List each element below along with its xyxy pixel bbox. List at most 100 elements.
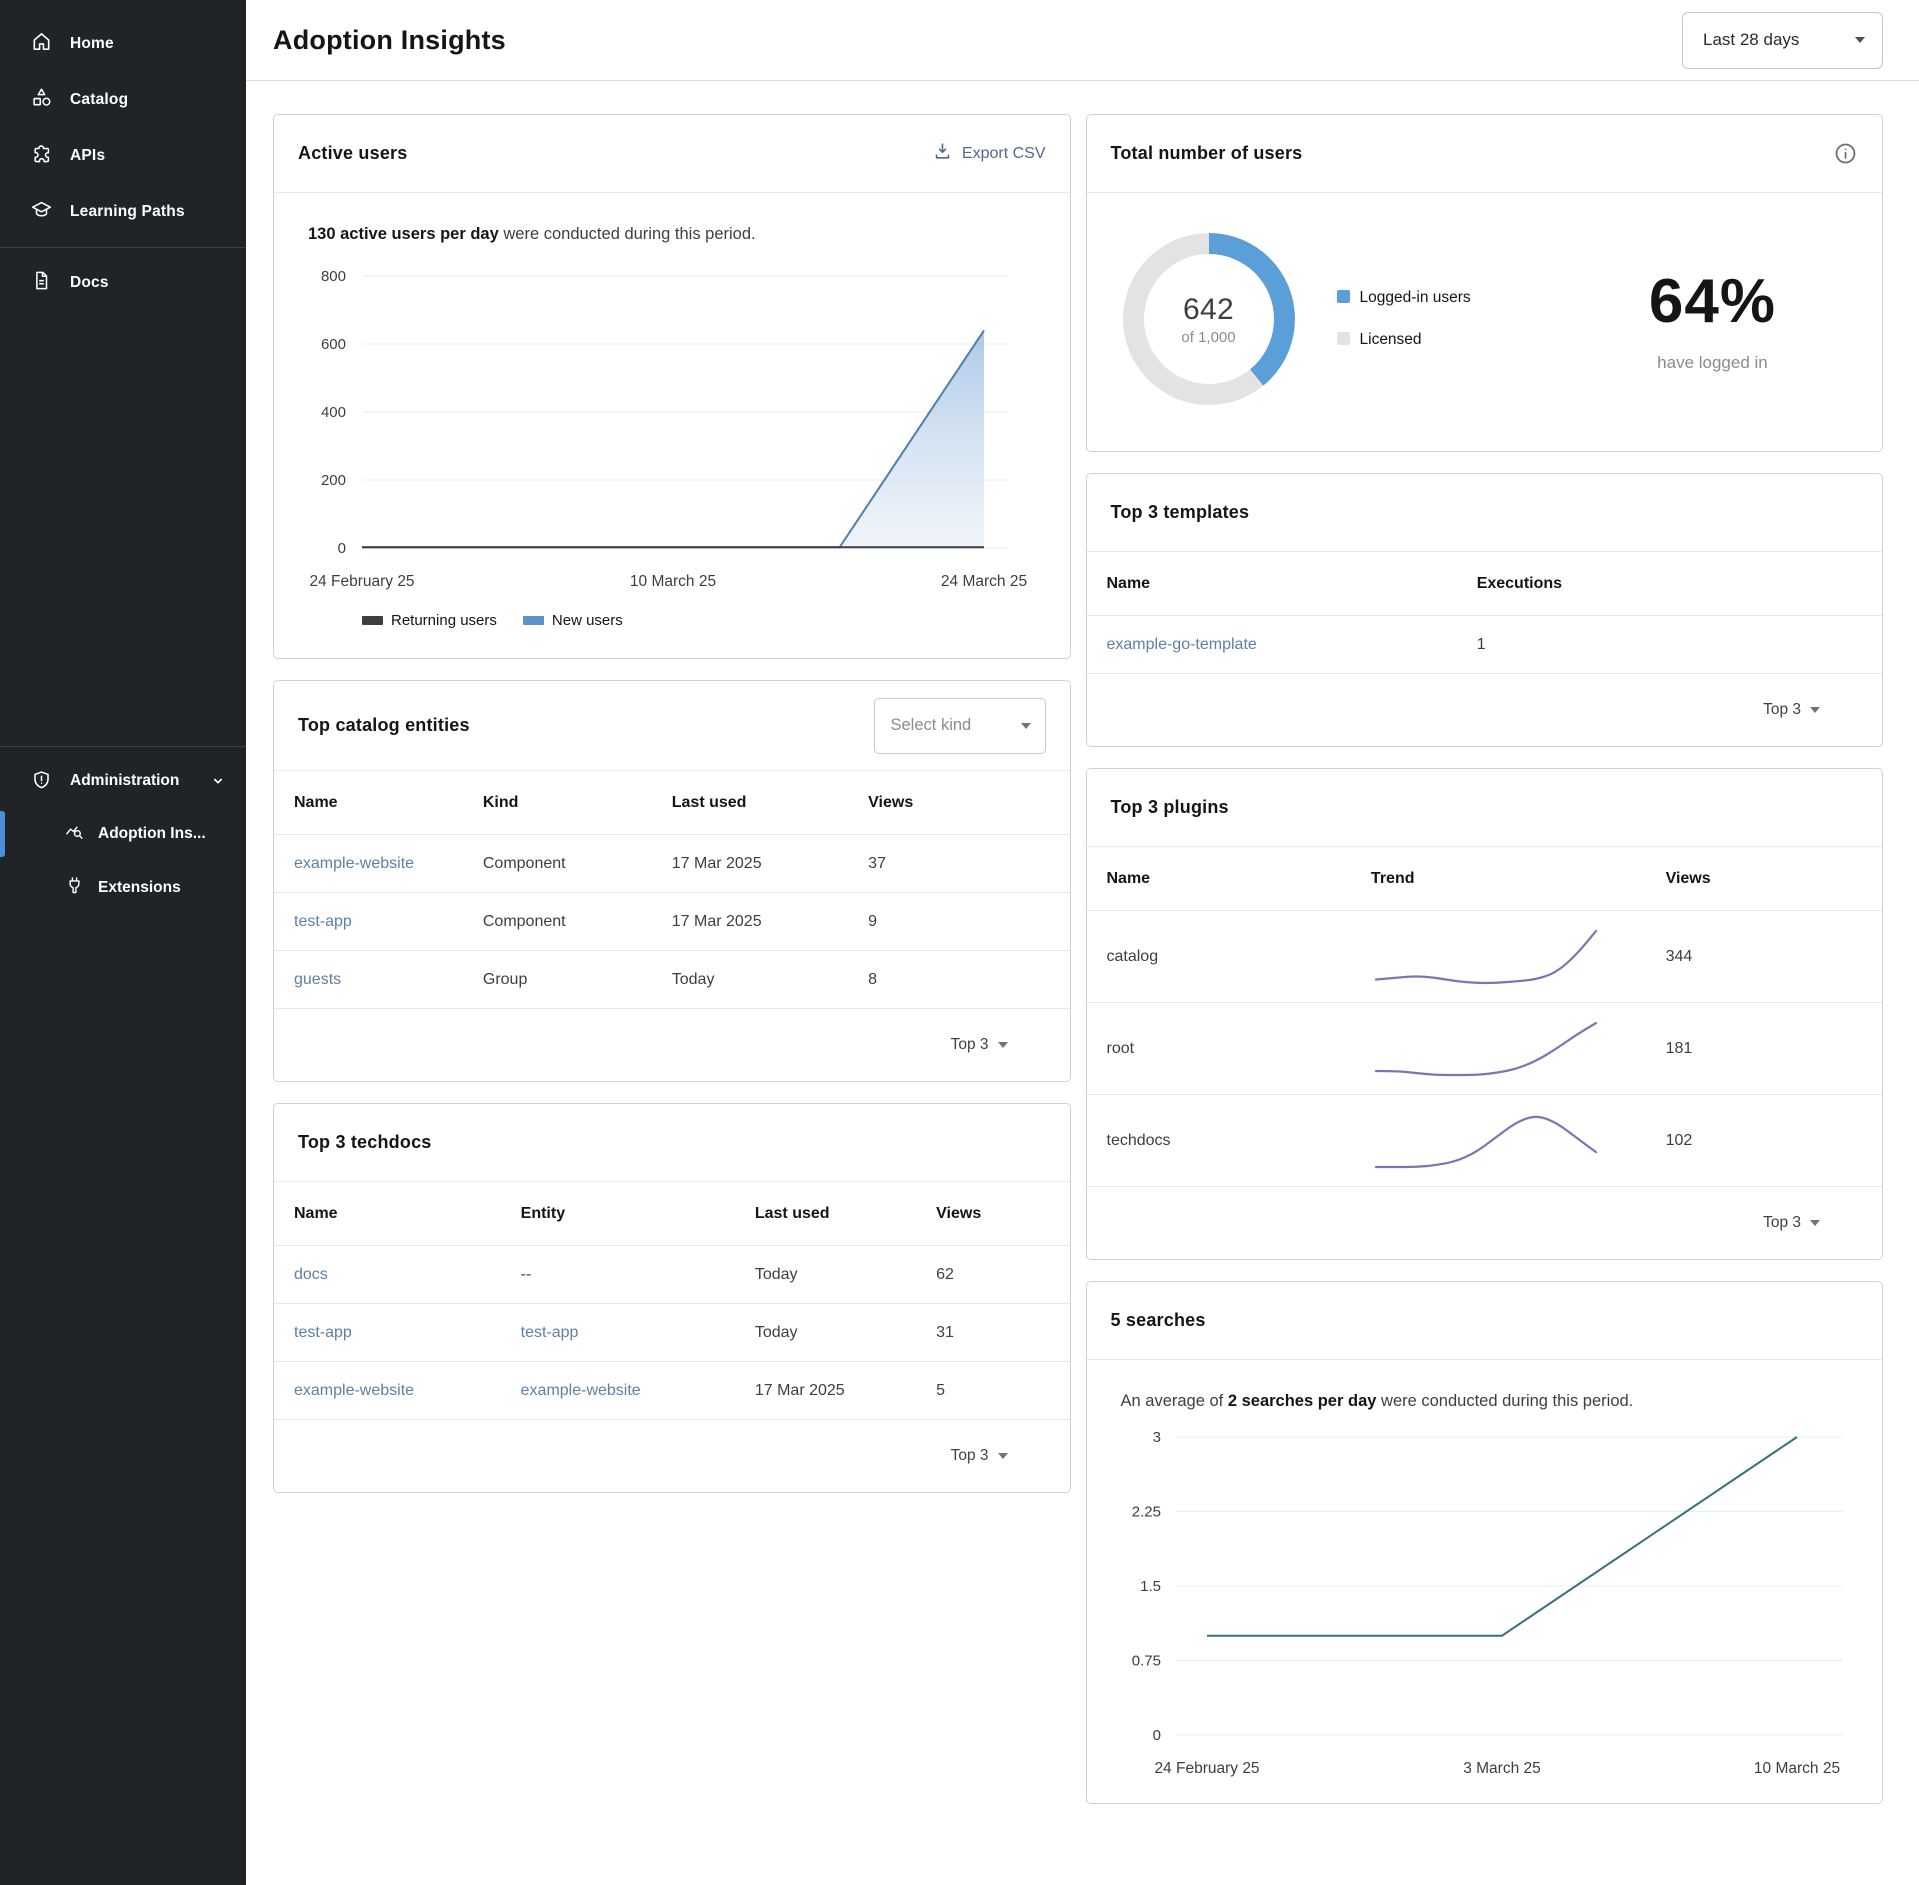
active-users-summary: 130 active users per day were conducted … xyxy=(308,225,756,243)
top-catalog-entities-card: Top catalog entities Select kind Name Ki… xyxy=(273,680,1071,1082)
sidebar-item-label: Catalog xyxy=(70,91,129,108)
dashboard-grid: Active users Export CSV 130 active users… xyxy=(246,81,1919,1844)
svg-text:10 March 25: 10 March 25 xyxy=(1753,1760,1839,1777)
svg-text:0: 0 xyxy=(1152,1727,1160,1744)
table-header-row: Name Entity Last used Views xyxy=(274,1182,1070,1246)
template-link[interactable]: example-go-template xyxy=(1106,635,1257,653)
card-title: Top 3 techdocs xyxy=(298,1132,432,1152)
techdoc-link[interactable]: docs xyxy=(294,1265,328,1283)
download-icon xyxy=(932,141,953,167)
entity-link[interactable]: test-app xyxy=(294,912,352,930)
techdoc-link[interactable]: test-app xyxy=(294,1323,352,1341)
sidebar-item-label: Adoption Ins... xyxy=(98,825,206,842)
svg-text:200: 200 xyxy=(321,472,346,489)
sidebar-item-label: Home xyxy=(70,35,114,52)
sidebar-item-catalog[interactable]: Catalog xyxy=(0,72,246,128)
info-icon[interactable] xyxy=(1833,141,1858,166)
chevron-down-icon xyxy=(208,771,228,791)
table-row: test-app Component 17 Mar 2025 9 xyxy=(274,893,1070,951)
entity-link[interactable]: example-website xyxy=(294,854,415,872)
caret-down-icon xyxy=(1810,1220,1820,1226)
plug-icon xyxy=(64,875,85,901)
donut-caption: of 1,000 xyxy=(1181,328,1236,346)
active-users-chart: 0 200 400 600 800 24 February 25 10 March 25 24… xyxy=(309,268,1027,590)
active-users-legend: Returning users New users xyxy=(362,604,1046,636)
searches-summary: An average of 2 searches per day were co… xyxy=(1120,1392,1634,1410)
top-techdocs-card: Top 3 techdocs Name Entity Last used Vie… xyxy=(273,1103,1071,1493)
sidebar-item-extensions[interactable]: Extensions xyxy=(0,861,246,915)
card-title: Top catalog entities xyxy=(298,715,470,735)
entity-link[interactable]: guests xyxy=(294,970,342,988)
donut-legend: Logged-in users Licensed xyxy=(1336,289,1471,349)
searches-header: 5 searches xyxy=(1086,1282,1882,1360)
top-catalog-header: Top catalog entities Select kind xyxy=(274,681,1070,771)
donut-center: 642 of 1,000 xyxy=(1123,233,1295,405)
sidebar-item-administration[interactable]: Administration xyxy=(0,754,246,807)
top-n-select[interactable]: Top 3 xyxy=(274,1009,1070,1081)
caret-down-icon xyxy=(997,1042,1008,1048)
table-row: test-app test-app Today 31 xyxy=(274,1304,1070,1362)
caret-down-icon xyxy=(997,1453,1008,1459)
top-n-select[interactable]: Top 3 xyxy=(1087,674,1883,746)
caret-down-icon xyxy=(1810,707,1820,713)
percentage-value: 64% xyxy=(1648,266,1776,336)
svg-text:10 March 25: 10 March 25 xyxy=(630,573,716,590)
sidebar-divider xyxy=(0,746,246,747)
top-n-select[interactable]: Top 3 xyxy=(274,1420,1070,1492)
logged-in-percentage: 64% have logged in xyxy=(1649,266,1776,373)
sidebar-item-adoption-insights[interactable]: Adoption Ins... xyxy=(0,807,246,861)
docs-icon xyxy=(30,269,53,297)
top-plugins-card: Top 3 plugins Name Trend Views catalog 3… xyxy=(1085,768,1883,1260)
export-csv-button[interactable]: Export CSV xyxy=(932,141,1046,167)
sidebar-item-home[interactable]: Home xyxy=(0,16,246,72)
techdoc-link[interactable]: example-website xyxy=(294,1381,415,1399)
percentage-caption: have logged in xyxy=(1657,352,1768,372)
entity-link[interactable]: example-website xyxy=(520,1381,641,1399)
donut-value: 642 xyxy=(1183,292,1234,326)
svg-text:24 February 25: 24 February 25 xyxy=(309,573,414,590)
svg-text:24 March 25: 24 March 25 xyxy=(941,573,1027,590)
table-row: example-website example-website 17 Mar 2… xyxy=(274,1362,1070,1420)
left-column: Active users Export CSV 130 active users… xyxy=(273,114,1071,1493)
top-templates-header: Top 3 templates xyxy=(1086,474,1882,552)
kind-select[interactable]: Select kind xyxy=(873,697,1046,754)
svg-text:0: 0 xyxy=(338,540,346,557)
top-plugins-header: Top 3 plugins xyxy=(1086,769,1882,847)
svg-text:24 February 25: 24 February 25 xyxy=(1154,1760,1259,1777)
legend-item: Returning users xyxy=(362,612,497,629)
svg-text:2.25: 2.25 xyxy=(1131,1504,1160,1521)
table-row: docs -- Today 62 xyxy=(274,1246,1070,1304)
page-title: Adoption Insights xyxy=(273,24,506,55)
card-title: Top 3 plugins xyxy=(1110,797,1229,817)
svg-text:0.75: 0.75 xyxy=(1131,1653,1160,1670)
top-n-select[interactable]: Top 3 xyxy=(1087,1187,1883,1259)
sidebar-item-learning-paths[interactable]: Learning Paths xyxy=(0,184,246,240)
sidebar-divider xyxy=(0,247,246,248)
trend-sparkline xyxy=(1374,1115,1598,1168)
card-title: 5 searches xyxy=(1110,1310,1206,1330)
entity-link[interactable]: test-app xyxy=(520,1323,579,1341)
svg-text:3: 3 xyxy=(1152,1429,1160,1446)
period-select-value: Last 28 days xyxy=(1703,30,1800,49)
legend-item: New users xyxy=(522,612,623,629)
total-users-body: 642 of 1,000 Logged-in users Lic xyxy=(1087,193,1883,451)
page-header: Adoption Insights Last 28 days xyxy=(246,0,1919,81)
kind-select-placeholder: Select kind xyxy=(890,716,972,734)
licensed-swatch xyxy=(1336,332,1350,345)
top-techdocs-header: Top 3 techdocs xyxy=(274,1104,1070,1182)
table-row: guests Group Today 8 xyxy=(274,951,1070,1009)
top-templates-card: Top 3 templates Name Executions example-… xyxy=(1085,473,1883,747)
trend-sparkline xyxy=(1374,1021,1598,1076)
main-content: Adoption Insights Last 28 days Active us… xyxy=(246,0,1919,1885)
sidebar-item-docs[interactable]: Docs xyxy=(0,255,246,311)
sidebar-item-label: Docs xyxy=(70,274,109,291)
apis-icon xyxy=(30,142,53,170)
svg-text:400: 400 xyxy=(321,404,346,421)
card-title: Top 3 templates xyxy=(1110,502,1250,522)
period-select[interactable]: Last 28 days xyxy=(1682,11,1883,69)
sidebar-item-apis[interactable]: APIs xyxy=(0,128,246,184)
card-title: Active users xyxy=(298,143,408,163)
new-users-swatch xyxy=(522,615,544,625)
catalog-icon xyxy=(30,86,53,114)
